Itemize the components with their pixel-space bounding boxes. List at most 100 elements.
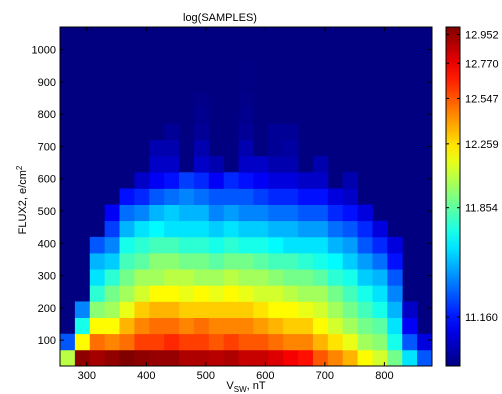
heatmap-cell [223,349,239,367]
heatmap-cell [298,253,314,270]
heatmap-cell [342,172,358,189]
colorbar [445,26,461,367]
heatmap-cell [179,301,195,318]
heatmap-cell [238,301,254,318]
heatmap-cell [193,349,210,367]
heatmap-cell [104,204,120,222]
heatmap-cell [298,333,314,351]
heatmap-cell [164,140,180,157]
heatmap-cell [372,253,388,270]
heatmap-cell [417,333,433,351]
x-tick-label: 800 [375,370,393,382]
heatmap-cell [298,204,314,222]
heatmap-cell [238,253,254,270]
heatmap-cell [149,140,165,157]
colorbar-tick-label: 12.770 [465,58,499,70]
heatmap-cell [268,140,284,157]
heatmap-cell [253,204,269,222]
heatmap-cell [60,333,76,351]
heatmap-cell [119,220,135,238]
heatmap-cell [268,317,284,335]
heatmap-cell [208,236,225,254]
heatmap-cell [283,269,299,286]
heatmap-cell [298,301,314,318]
heatmap-cell [253,156,269,173]
heatmap-cell [134,188,150,205]
heatmap-cell [193,253,210,270]
heatmap-cell [253,172,269,189]
heatmap-cell [104,220,120,238]
heatmap-cell [253,188,269,205]
heatmap-cell [312,236,329,254]
heatmap-cell [253,349,269,367]
heatmap-cell [283,333,299,351]
heatmap-cell [119,333,135,351]
x-tick-label: 400 [137,370,155,382]
heatmap-cell [253,317,269,335]
heatmap-cell [312,253,329,270]
heatmap-cell [387,285,403,302]
heatmap-cell [164,156,180,173]
heatmap-cell [179,172,195,189]
heatmap-cell [268,204,284,222]
heatmap-cell [372,301,388,318]
heatmap-cell [283,317,299,335]
heatmap-cell [298,285,314,302]
heatmap-cell [223,220,239,238]
heatmap-cell [327,285,344,302]
heatmap-cell [208,220,225,238]
heatmap-cell [179,188,195,205]
heatmap-cell [342,349,358,367]
heatmap-cell [268,301,284,318]
heatmap-cell [253,285,269,302]
heatmap-cell [74,333,91,351]
colorbar-tick-label: 12.547 [465,93,499,105]
colorbar-tick-label: 12.259 [465,139,499,151]
heatmap-cell [208,156,225,173]
heatmap-cell [223,285,239,302]
heatmap-cell [193,333,210,351]
heatmap-cell [164,349,180,367]
heatmap-cell [179,204,195,222]
heatmap-cell [179,253,195,270]
heatmap-cell [149,317,165,335]
heatmap-cell [327,220,344,238]
heatmap-cell [164,123,180,141]
y-tick-label: 500 [38,206,56,218]
heatmap-cell [327,269,344,286]
heatmap-cell [357,349,373,367]
heatmap-cell [104,317,120,335]
heatmap-cell [238,91,254,109]
heatmap-cell [119,301,135,318]
colorbar-tick-label: 12.952 [465,30,499,42]
heatmap-cell [387,301,403,318]
plot-frame [59,26,433,367]
heatmap-cell [238,140,254,157]
heatmap-cell [298,269,314,286]
heatmap-cell [164,236,180,254]
heatmap-cell [149,204,165,222]
heatmap-cell [74,349,91,367]
heatmap-cell [89,236,106,254]
heatmap-cell [179,317,195,335]
heatmap-cell [283,349,299,367]
heatmap-cell [312,204,329,222]
heatmap-cell [74,317,91,335]
heatmap-cell [208,188,225,205]
heatmap-cell [208,317,225,335]
heatmap-cell [223,317,239,335]
heatmap-cell [134,317,150,335]
x-axis: 300 400 500 600 700 800 [78,27,394,382]
heatmap-cell [342,317,358,335]
heatmap-cell [104,269,120,286]
heatmap-cell [312,285,329,302]
heatmap-cell [223,301,239,318]
heatmap-cell [298,236,314,254]
heatmap-cell [283,220,299,238]
heatmap-cell [164,333,180,351]
heatmap-cell [268,236,284,254]
heatmap-cell [372,317,388,335]
heatmap-cell [104,333,120,351]
heatmap-cell [357,220,373,238]
heatmap-cell [238,220,254,238]
